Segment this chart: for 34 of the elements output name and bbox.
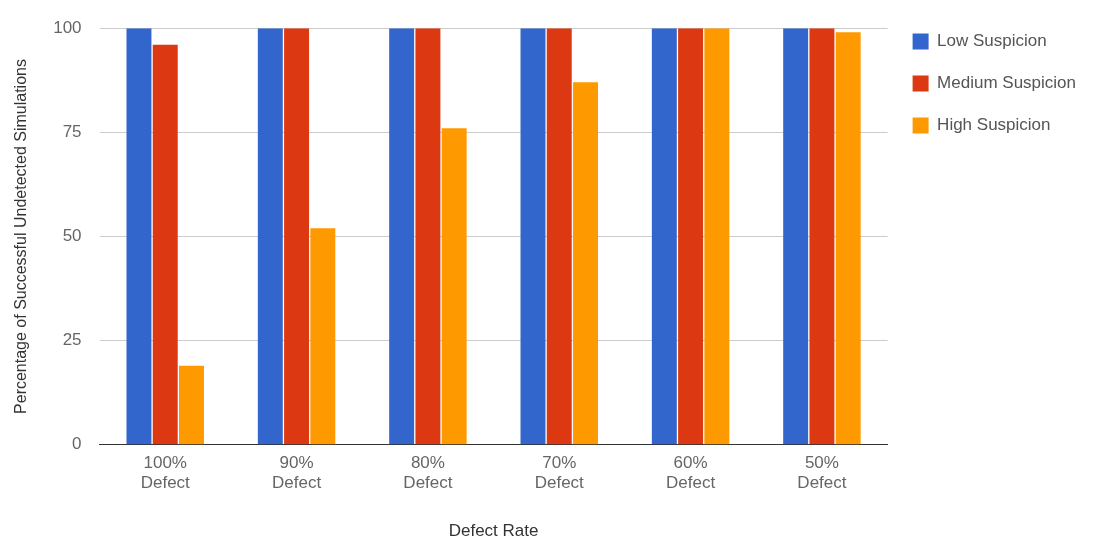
bar bbox=[835, 32, 861, 445]
y-tick-label: 0 bbox=[72, 434, 82, 454]
bar bbox=[310, 228, 336, 445]
bar bbox=[257, 28, 283, 445]
bar bbox=[546, 28, 572, 445]
bar bbox=[809, 28, 835, 445]
x-tick-label: 50% Defect bbox=[797, 452, 847, 493]
bar bbox=[520, 28, 546, 445]
y-tick-label: 100 bbox=[53, 17, 82, 37]
bar bbox=[573, 82, 598, 445]
bar bbox=[704, 28, 730, 445]
legend-label: High Suspicion bbox=[937, 115, 1051, 135]
bar bbox=[126, 28, 152, 445]
x-tick-label: 70% Defect bbox=[534, 452, 585, 493]
bar bbox=[415, 28, 441, 445]
x-tick-label: 60% Defect bbox=[666, 452, 716, 493]
bar bbox=[678, 28, 704, 445]
x-axis-title: Defect Rate bbox=[448, 521, 539, 541]
y-axis-title: Percentage of Successful Undetected Simulations bbox=[12, 59, 30, 414]
legend-label: Medium Suspicion bbox=[937, 73, 1077, 93]
y-tick-label: 75 bbox=[62, 122, 82, 142]
bar bbox=[389, 28, 415, 445]
legend-label: Low Suspicion bbox=[937, 31, 1047, 51]
bar bbox=[284, 28, 310, 445]
y-tick-label: 50 bbox=[62, 226, 82, 246]
y-tick-label: 25 bbox=[62, 330, 82, 350]
bar bbox=[152, 44, 178, 445]
x-tick-label: 90% Defect bbox=[272, 452, 322, 493]
bar bbox=[179, 365, 204, 445]
bar bbox=[783, 28, 809, 445]
bar bbox=[651, 28, 677, 445]
x-tick-label: 100% Defect bbox=[140, 452, 191, 493]
x-tick-label: 80% Defect bbox=[403, 452, 453, 493]
bar bbox=[441, 128, 467, 445]
